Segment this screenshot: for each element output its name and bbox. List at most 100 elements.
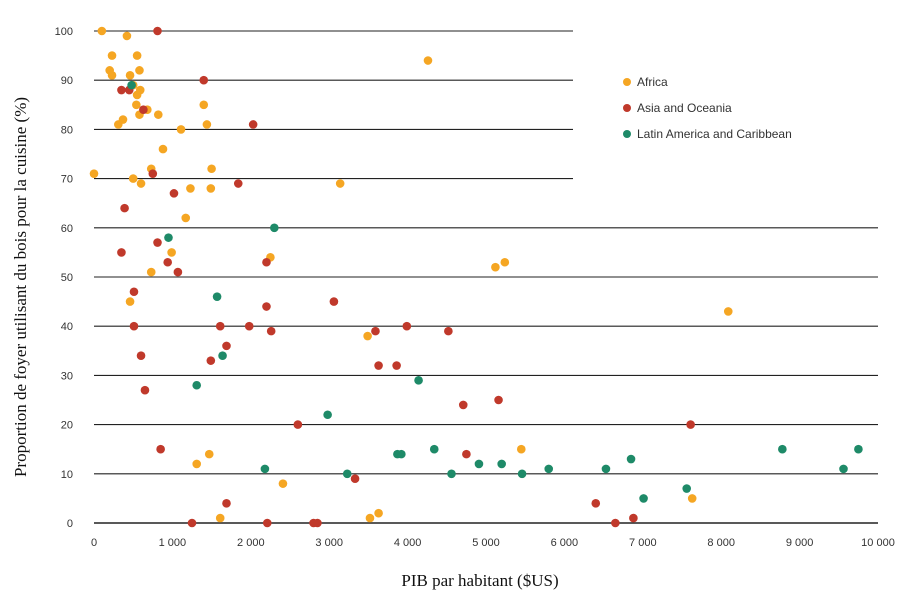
y-tick-label: 90 <box>61 75 73 87</box>
data-point <box>222 341 231 351</box>
series-group <box>127 80 863 503</box>
data-point <box>474 459 484 469</box>
x-tick-label: 1 000 <box>159 537 187 549</box>
data-point <box>329 297 339 306</box>
data-point <box>447 469 456 479</box>
data-point <box>204 449 214 459</box>
data-point <box>107 51 117 60</box>
data-point <box>423 56 433 65</box>
data-point <box>517 469 527 479</box>
series-group <box>89 26 733 523</box>
data-point <box>222 499 231 508</box>
x-tick-label: 4 000 <box>394 537 422 549</box>
data-point <box>374 361 383 370</box>
data-point <box>132 51 142 60</box>
y-tick-label: 20 <box>61 420 73 432</box>
y-tick-label: 100 <box>55 26 73 38</box>
data-point <box>125 297 135 306</box>
data-point <box>117 248 126 257</box>
data-point <box>266 326 276 336</box>
data-point <box>500 257 510 267</box>
data-point <box>128 174 138 183</box>
data-point <box>392 361 401 370</box>
data-point <box>516 444 526 454</box>
legend-label: Latin America and Caribbean <box>637 127 792 141</box>
y-tick-label: 40 <box>61 321 73 333</box>
x-axis-ticks: 0 1 000 2 000 3 000 4 000 5 000 6 000 7 000 8 00… <box>91 537 895 549</box>
data-point <box>136 179 146 188</box>
gridlines <box>94 30 878 524</box>
data-point <box>365 513 375 523</box>
data-point <box>173 267 183 277</box>
data-point <box>350 474 360 484</box>
data-point <box>202 120 212 129</box>
data-point <box>397 449 406 459</box>
data-point <box>682 484 692 493</box>
data-point <box>215 321 225 331</box>
data-point <box>176 125 186 134</box>
data-point <box>293 420 303 429</box>
data-point <box>639 494 648 503</box>
data-point <box>136 351 146 361</box>
data-point <box>199 75 209 85</box>
data-point <box>497 459 506 469</box>
data-point <box>132 100 141 110</box>
data-point <box>218 351 227 361</box>
x-tick-label: 9 000 <box>786 537 814 549</box>
data-point <box>323 410 332 420</box>
data-point <box>429 444 439 454</box>
data-point <box>611 518 620 528</box>
data-point <box>199 100 209 110</box>
x-tick-label: 3 000 <box>315 537 343 549</box>
data-point <box>181 213 191 223</box>
data-point <box>140 385 150 395</box>
x-tick-label: 6 000 <box>551 537 579 549</box>
data-point <box>107 70 117 80</box>
x-tick-label: 5 000 <box>472 537 500 549</box>
data-point <box>125 70 135 80</box>
data-point <box>139 105 148 115</box>
data-point <box>153 110 163 119</box>
data-point <box>260 464 270 474</box>
x-tick-label: 10 000 <box>861 537 895 549</box>
data-point <box>278 479 288 488</box>
data-point <box>686 420 695 429</box>
data-point <box>120 203 129 213</box>
data-point <box>187 518 197 528</box>
data-point <box>135 85 145 95</box>
data-point <box>591 499 601 508</box>
data-point <box>158 144 168 154</box>
y-tick-label: 50 <box>61 272 73 284</box>
data-point <box>89 169 99 178</box>
series-group <box>117 26 695 528</box>
data-point <box>153 26 162 36</box>
data-point <box>148 169 158 178</box>
data-point <box>494 395 503 405</box>
x-tick-label: 2 000 <box>237 537 265 549</box>
data-point <box>313 518 322 528</box>
data-point <box>491 262 500 272</box>
data-point <box>544 464 554 474</box>
data-point <box>127 80 136 90</box>
legend: Africa Asia and Oceania Latin America and … <box>623 75 792 141</box>
data-point <box>169 189 179 198</box>
data-point <box>778 444 787 454</box>
data-point <box>462 449 471 459</box>
y-axis-title: Proportion de foyer utilisant du bois po… <box>11 97 30 477</box>
data-point <box>207 164 216 174</box>
data-point <box>206 184 216 193</box>
legend-label: Asia and Oceania <box>637 101 732 115</box>
data-point <box>342 469 352 479</box>
data-point <box>723 307 733 316</box>
data-point <box>335 179 345 188</box>
data-point <box>629 513 638 523</box>
data-point <box>97 26 107 36</box>
data-point <box>601 464 611 474</box>
data-point <box>402 321 412 331</box>
y-tick-label: 10 <box>61 469 73 481</box>
data-point <box>192 459 202 469</box>
data-point <box>444 326 453 336</box>
data-point <box>458 400 468 410</box>
x-axis-title: PIB par habitant ($US) <box>401 571 558 590</box>
